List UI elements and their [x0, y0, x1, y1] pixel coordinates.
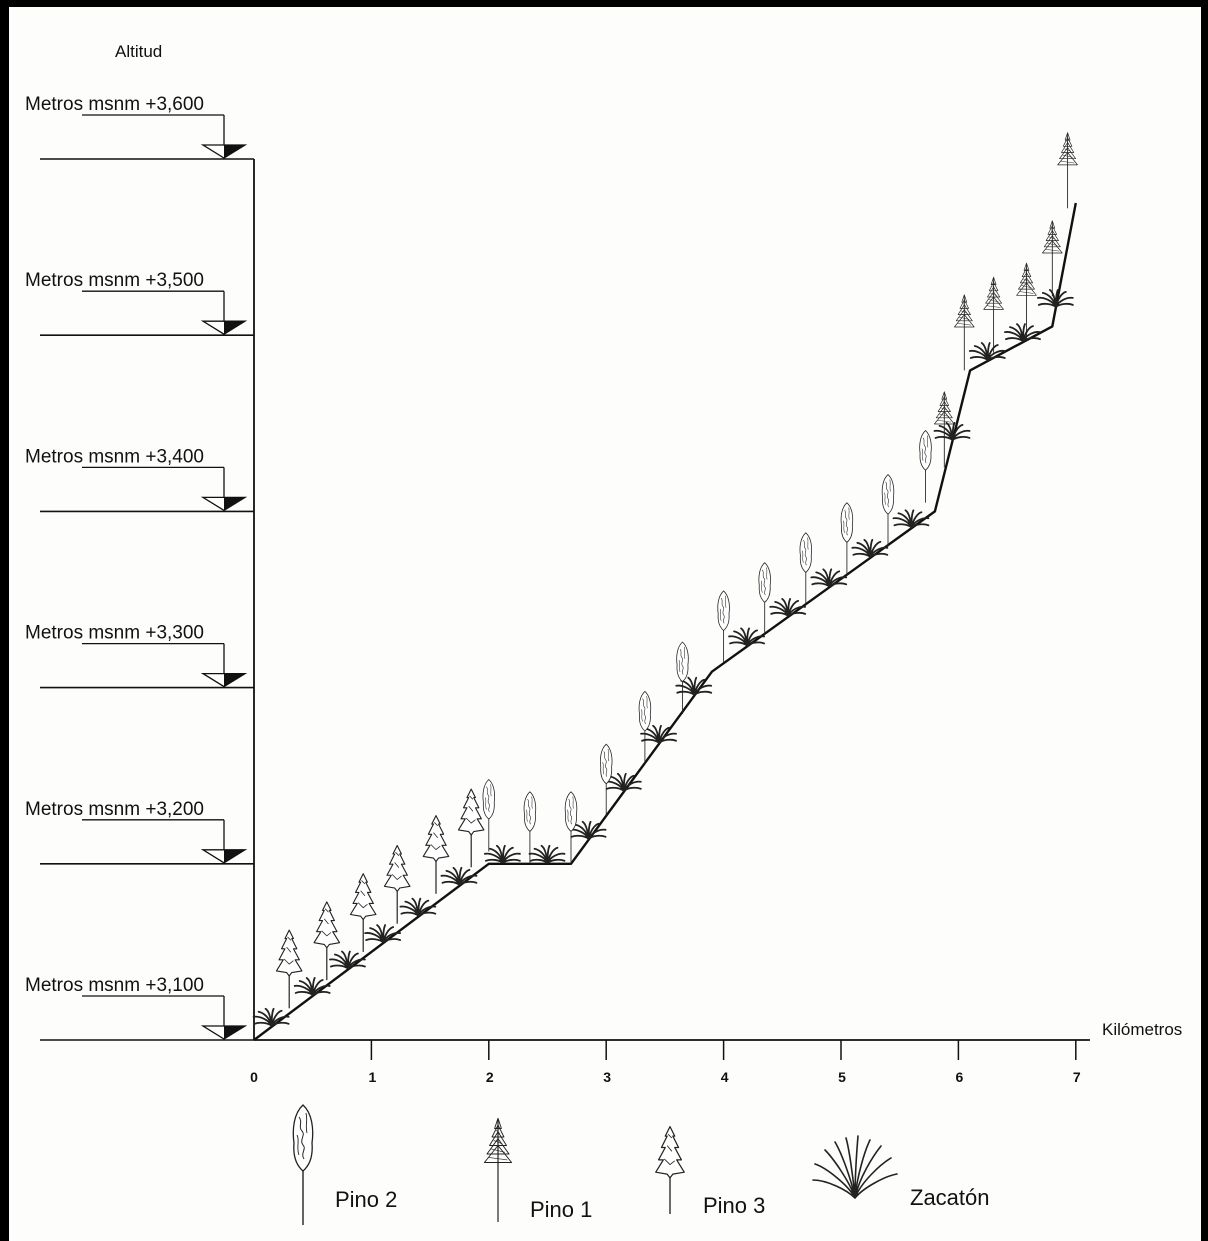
- zacaton-icon: [892, 509, 930, 529]
- zacaton-icon: [329, 950, 366, 970]
- zacaton-icon: [293, 977, 331, 996]
- level-marker-fill: [224, 849, 245, 863]
- pino-3-tree-icon: [275, 929, 303, 1009]
- pino-3-tree-icon: [457, 788, 485, 868]
- legend-item: Zacatón: [812, 1135, 990, 1210]
- level-marker-fill: [224, 673, 245, 687]
- vegetation: [252, 132, 1078, 1027]
- pino-2-tree-icon: [758, 562, 771, 636]
- pino-1-tree-icon: [483, 1117, 513, 1223]
- altitude-level-label: Metros msnm +3,400: [25, 446, 204, 467]
- legend-item: Pino 1: [483, 1117, 592, 1223]
- pino-1-tree-icon: [953, 294, 975, 371]
- x-axis-title: Kilómetros: [1102, 1020, 1182, 1039]
- legend-label: Zacatón: [910, 1185, 990, 1210]
- legend-label: Pino 3: [703, 1193, 765, 1218]
- altitude-level: Metros msnm +3,200: [25, 799, 254, 865]
- km-tick-label: 4: [721, 1069, 729, 1085]
- zacaton-icon: [933, 422, 971, 441]
- altitude-level-label: Metros msnm +3,600: [25, 94, 204, 115]
- km-tick-label: 0: [250, 1069, 258, 1085]
- zacaton-icon: [252, 1007, 290, 1027]
- altitude-level-label: Metros msnm +3,200: [25, 799, 204, 820]
- pino-3-tree-icon: [349, 873, 377, 953]
- altitude-level-label: Metros msnm +3,300: [25, 623, 204, 644]
- pino-2-tree-icon: [799, 532, 813, 606]
- pino-2-tree-icon: [919, 430, 932, 504]
- km-tick-label: 1: [369, 1069, 377, 1085]
- km-ticks: 0 1 2 3 4 5 6 7: [250, 1040, 1081, 1085]
- terrain-profile: [253, 202, 1077, 1041]
- legend-item: Pino 3: [655, 1125, 765, 1218]
- km-tick-label: 3: [603, 1069, 611, 1085]
- pino-2-tree-icon: [599, 743, 613, 817]
- legend-label: Pino 1: [530, 1197, 592, 1222]
- pino-2-tree-icon: [676, 641, 689, 715]
- altitude-level: Metros msnm +3,500: [25, 270, 254, 337]
- pino-2-tree-icon: [881, 474, 895, 548]
- altitude-levels: Metros msnm +3,600 Metros msnm +3,500 Metr…: [25, 94, 254, 1041]
- level-marker-fill: [224, 1026, 245, 1039]
- pino-2-tree-icon: [840, 502, 854, 576]
- zacaton-icon: [810, 568, 848, 588]
- legend-item: Pino 2: [292, 1104, 397, 1226]
- zacaton-icon: [769, 597, 807, 617]
- pino-1-tree-icon: [1057, 132, 1078, 209]
- km-tick-label: 6: [956, 1069, 964, 1085]
- km-tick-label: 7: [1073, 1069, 1081, 1085]
- level-marker-fill: [224, 497, 245, 511]
- zacaton-icon: [812, 1135, 898, 1199]
- km-tick-label: 5: [838, 1069, 846, 1085]
- altitude-level-label: Metros msnm +3,500: [25, 270, 204, 291]
- level-marker-fill: [224, 145, 245, 158]
- pino-3-tree-icon: [655, 1125, 685, 1215]
- zacaton-icon: [1036, 288, 1074, 308]
- zacaton-icon: [483, 844, 521, 864]
- zacaton-icon: [364, 924, 402, 943]
- pino-2-tree-icon: [482, 779, 496, 852]
- zacaton-icon: [968, 342, 1006, 361]
- terrain-line: [253, 202, 1077, 1041]
- pino-1-tree-icon: [983, 276, 1004, 354]
- pino-3-tree-icon: [313, 901, 341, 981]
- y-axis-title: Altitud: [115, 42, 162, 61]
- legend-label: Pino 2: [335, 1187, 397, 1212]
- level-marker-fill: [224, 321, 245, 335]
- pino-2-tree-icon: [638, 690, 652, 764]
- legend: Pino 2 Pino 1 Pino 3 Zacatón: [292, 1104, 990, 1226]
- altitude-level-label: Metros msnm +3,100: [25, 975, 204, 996]
- pino-2-tree-icon: [292, 1104, 314, 1226]
- zacaton-icon: [851, 538, 889, 558]
- altitude-level: Metros msnm +3,100: [25, 975, 254, 1041]
- axes: [253, 159, 1090, 1041]
- altitude-level: Metros msnm +3,600: [25, 94, 254, 160]
- zacaton-icon: [528, 844, 566, 864]
- zacaton-icon: [399, 897, 437, 917]
- altitude-level: Metros msnm +3,300: [25, 623, 254, 689]
- altitude-level: Metros msnm +3,400: [25, 446, 254, 513]
- zacaton-icon: [728, 627, 765, 647]
- zacaton-icon: [1004, 323, 1041, 343]
- zacaton-icon: [440, 866, 478, 886]
- pino-2-tree-icon: [717, 590, 730, 664]
- km-tick-label: 2: [486, 1069, 494, 1085]
- pino-2-tree-icon: [564, 791, 578, 865]
